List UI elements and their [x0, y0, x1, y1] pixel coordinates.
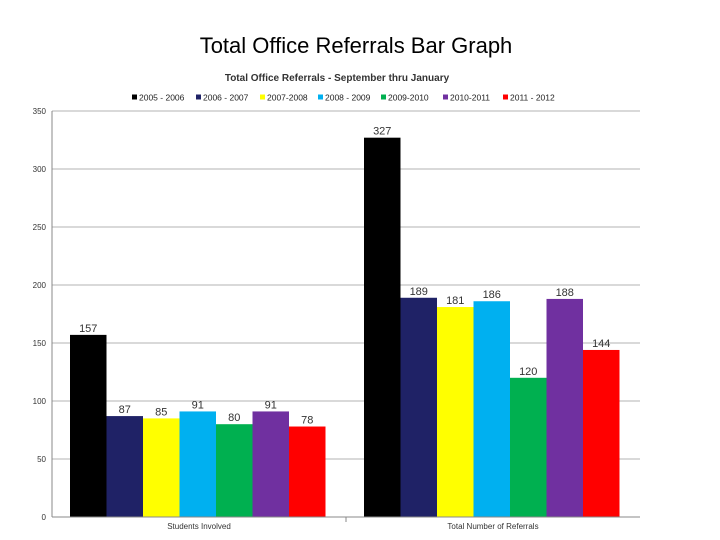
- chart-bars: [70, 137, 620, 517]
- chart-title: Total Office Referrals - September thru …: [225, 73, 450, 84]
- legend-label: 2009-2010: [388, 93, 429, 103]
- bar: [437, 307, 474, 517]
- data-label: 91: [192, 399, 204, 411]
- legend-label: 2005 - 2006: [139, 93, 185, 103]
- legend-swatch: [318, 94, 323, 100]
- data-label: 80: [228, 412, 240, 424]
- y-tick-label: 100: [33, 397, 47, 406]
- bar: [289, 426, 326, 517]
- x-category-label: Total Number of Referrals: [447, 522, 538, 531]
- data-label: 188: [556, 287, 574, 299]
- legend-swatch: [381, 94, 386, 100]
- bar: [216, 424, 253, 517]
- bar: [70, 334, 107, 517]
- y-tick-label: 350: [33, 107, 47, 116]
- chart-legend: 2005 - 2006 2006 - 2007 2007-2008 2008 - 20…: [132, 93, 555, 103]
- legend-swatch: [503, 94, 508, 100]
- bar: [546, 298, 583, 517]
- chart-data-labels: 157 87 85 91 80 91 78 327 189 181 186 120 188 144: [79, 126, 610, 427]
- bar: [252, 411, 289, 517]
- legend-swatch: [132, 94, 137, 100]
- data-label: 157: [79, 323, 97, 335]
- data-label: 181: [446, 295, 464, 307]
- y-tick-label: 200: [33, 281, 47, 290]
- legend-label: 2011 - 2012: [510, 93, 555, 103]
- data-label: 189: [410, 286, 428, 298]
- bar: [364, 137, 401, 517]
- legend-swatch: [443, 94, 448, 100]
- y-tick-label: 250: [33, 223, 47, 232]
- data-label: 78: [301, 415, 313, 427]
- y-axis: 0 50 100 150 200 250 300 350: [33, 107, 53, 522]
- bar: [583, 349, 620, 517]
- y-tick-label: 0: [42, 513, 47, 522]
- data-label: 87: [119, 404, 131, 416]
- bar: [106, 416, 143, 517]
- x-axis: Students Involved Total Number of Referra…: [52, 516, 640, 531]
- data-label: 186: [483, 289, 501, 301]
- data-label: 91: [265, 399, 277, 411]
- legend-label: 2008 - 2009: [325, 93, 371, 103]
- data-label: 85: [155, 406, 167, 418]
- legend-label: 2007-2008: [267, 93, 308, 103]
- y-tick-label: 150: [33, 339, 47, 348]
- x-category-label: Students Involved: [167, 522, 231, 531]
- data-label: 327: [373, 126, 391, 138]
- bar: [510, 377, 547, 517]
- y-tick-label: 50: [37, 455, 46, 464]
- bar: [400, 297, 437, 517]
- slide-title: Total Office Referrals Bar Graph: [199, 33, 513, 58]
- bar: [179, 411, 216, 517]
- data-label: 120: [519, 366, 537, 378]
- legend-label: 2010-2011: [450, 93, 490, 103]
- data-label: 144: [592, 338, 610, 350]
- y-tick-label: 300: [33, 165, 47, 174]
- legend-swatch: [260, 94, 265, 100]
- bar: [473, 301, 510, 517]
- legend-label: 2006 - 2007: [203, 93, 249, 103]
- bar: [143, 418, 180, 517]
- legend-swatch: [196, 94, 201, 100]
